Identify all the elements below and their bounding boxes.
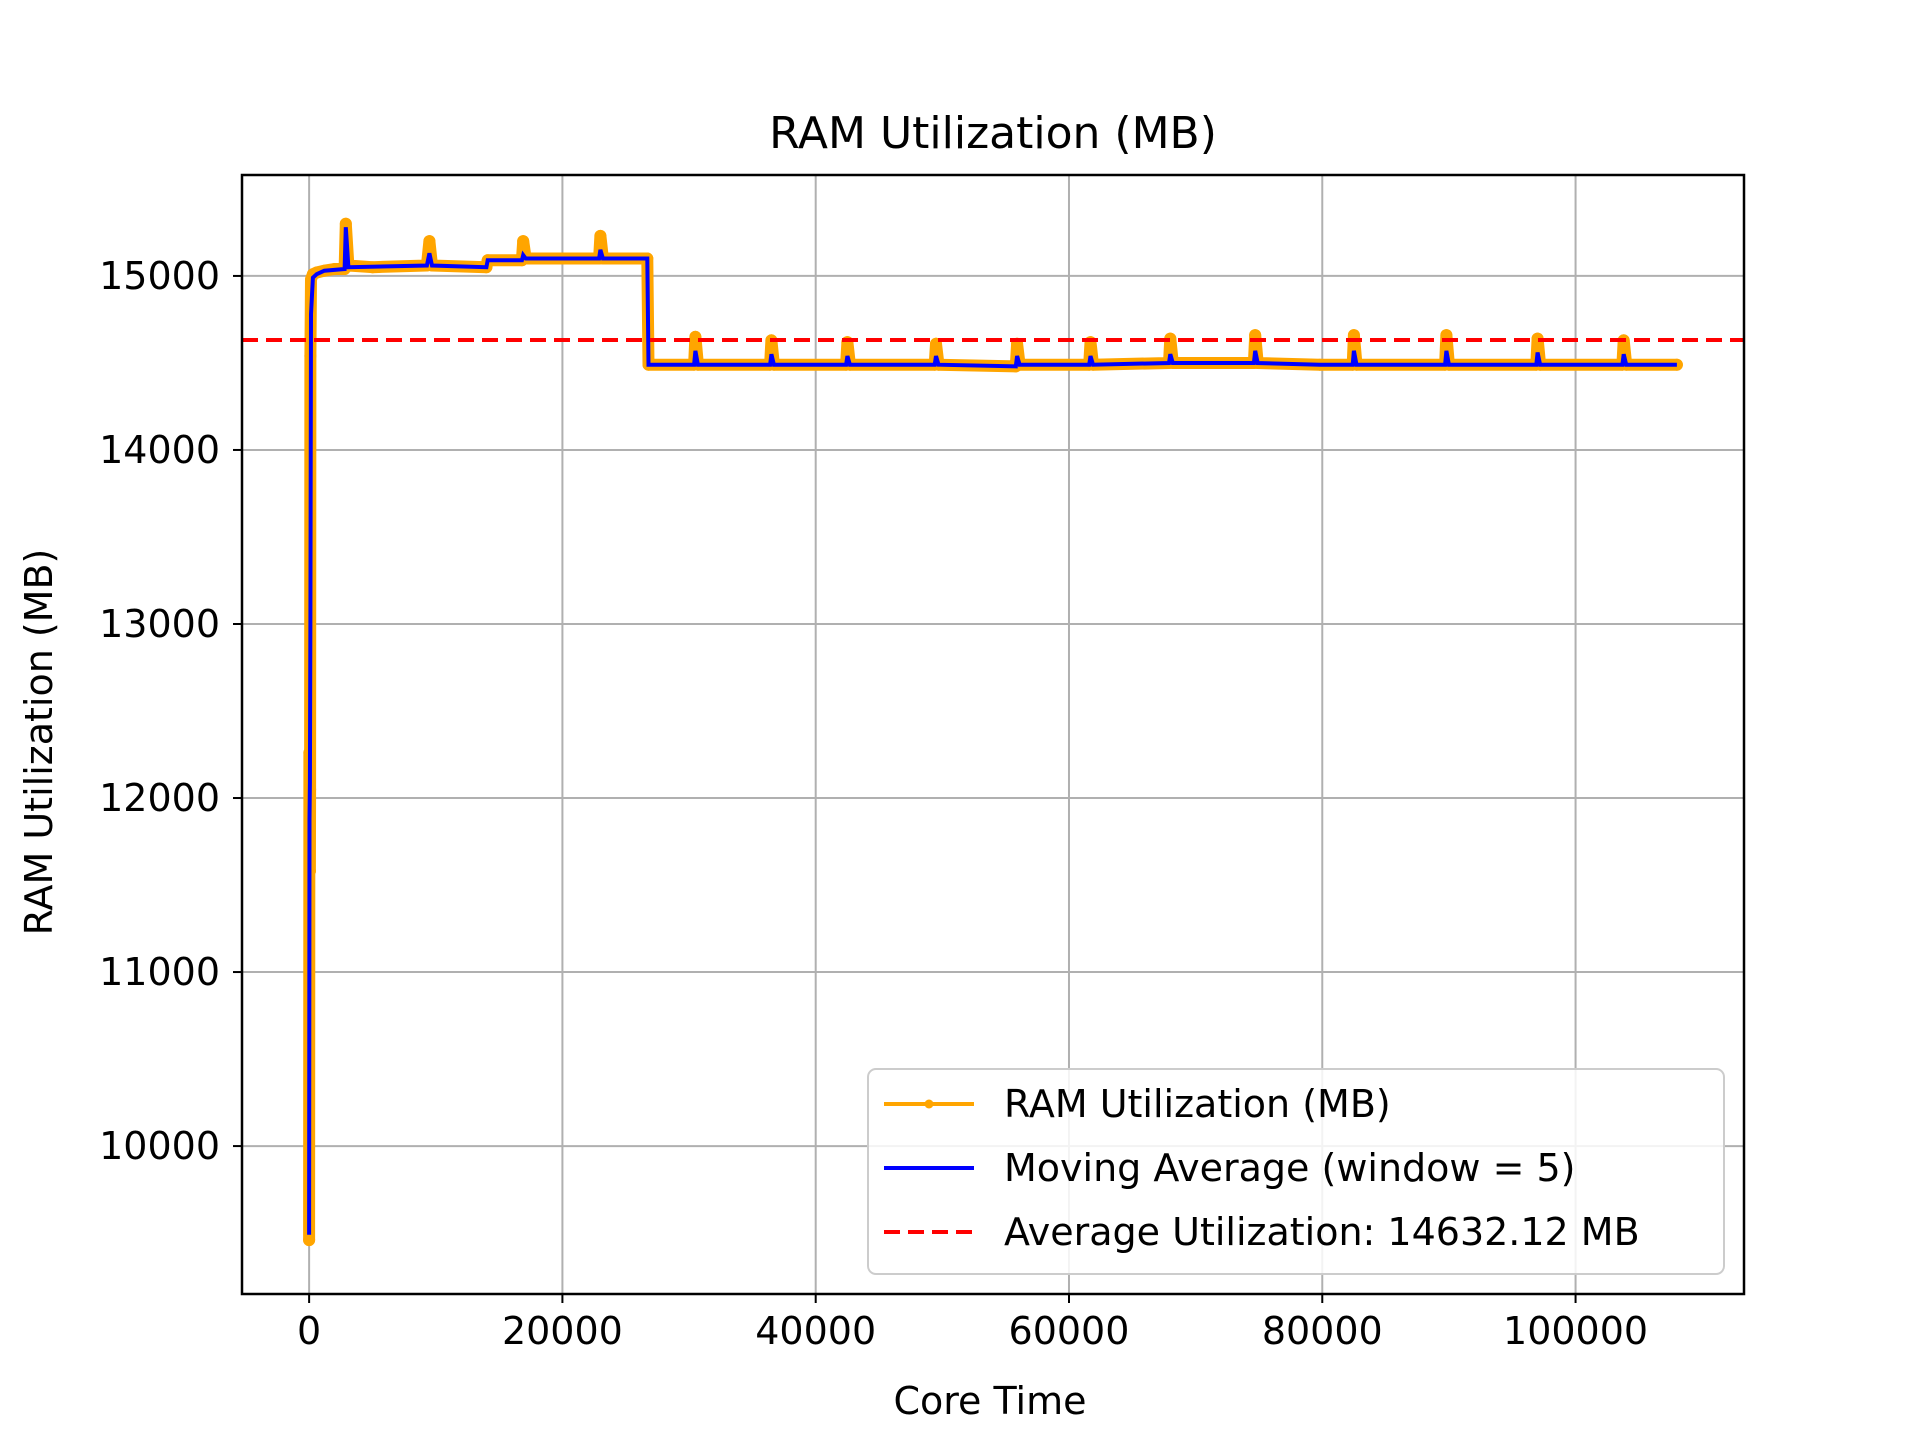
series-ram-utilization-point [594, 229, 607, 242]
legend-box [867, 1068, 1725, 1275]
legend-label-ma: Moving Average (window = 5) [1004, 1146, 1575, 1190]
legend-label-avg: Average Utilization: 14632.12 MB [1004, 1210, 1640, 1254]
plot-frame [240, 173, 1746, 1296]
series-ram-utilization-point [303, 1234, 316, 1247]
y-axis-label: RAM Utilization (MB) [17, 549, 61, 936]
legend-label-raw: RAM Utilization (MB) [1004, 1082, 1391, 1126]
series-ram-utilization-point [1084, 336, 1097, 349]
x-axis-label: Core Time [893, 1379, 1086, 1423]
y-tick-label: 15000 [99, 254, 220, 298]
x-tick-label: 60000 [1009, 1309, 1130, 1353]
series-ram-utilization-point [423, 235, 436, 248]
y-tick-label: 10000 [99, 1124, 220, 1168]
axis-ticks: 0 20000 40000 60000 80000 100000 10000 11000 120… [99, 254, 1648, 1353]
series-moving-average-line [307, 227, 1677, 1235]
series-ram-utilization-point [517, 235, 530, 248]
x-tick-label: 80000 [1262, 1309, 1383, 1353]
legend-swatch-raw-marker [924, 1099, 934, 1109]
x-tick-label: 40000 [755, 1309, 876, 1353]
x-tick-label: 100000 [1503, 1309, 1648, 1353]
series-ram-utilization-point [841, 336, 854, 349]
x-tick-label: 0 [297, 1309, 321, 1353]
data-series [242, 217, 1744, 1247]
series-ram-utilization-point [339, 217, 352, 230]
y-tick-label: 12000 [99, 776, 220, 820]
y-tick-label: 13000 [99, 602, 220, 646]
y-tick-label: 11000 [99, 950, 220, 994]
chart-title: RAM Utilization (MB) [769, 108, 1217, 159]
y-tick-label: 14000 [99, 428, 220, 472]
x-tick-label: 20000 [502, 1309, 623, 1353]
legend: RAM Utilization (MB) Moving Average (win… [867, 1068, 1725, 1275]
